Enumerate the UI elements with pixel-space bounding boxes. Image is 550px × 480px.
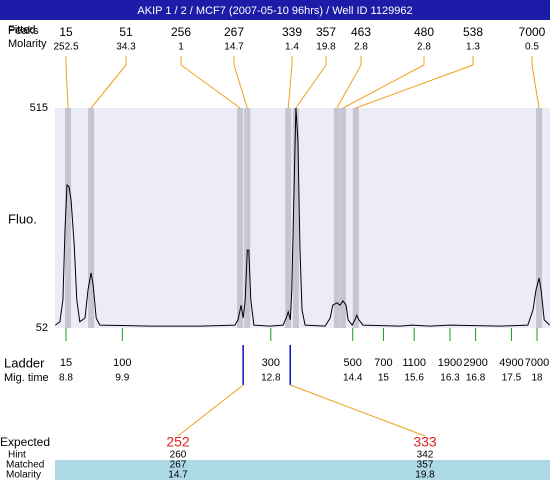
peak-band [65, 108, 72, 328]
ladder-time: 15 [378, 373, 390, 384]
peak-molarity: 2.8 [417, 42, 431, 53]
peak-molarity: 34.3 [116, 42, 136, 53]
row-label: Matched [6, 460, 44, 471]
peak-molarity: 1.4 [285, 42, 299, 53]
ladder-time: 9.9 [115, 373, 129, 384]
peak-size: 538 [463, 25, 483, 39]
peak-size: 463 [351, 25, 371, 39]
ladder-time: 16.3 [440, 373, 460, 384]
ladder-size: 100 [113, 357, 131, 369]
peak-band [285, 108, 292, 328]
peak-molarity: 14.7 [224, 42, 244, 53]
peak-connector [531, 64, 540, 109]
peak-connector [90, 64, 127, 109]
peak-band [333, 108, 340, 328]
peak-connector [336, 64, 362, 109]
peak-band [339, 108, 346, 328]
expected-connector [177, 384, 244, 437]
matched: 357 [417, 460, 434, 471]
ladder-time: 17.5 [502, 373, 522, 384]
ladder-size: 500 [344, 357, 362, 369]
plot-area [55, 108, 550, 328]
peak-size: 357 [316, 25, 336, 39]
row-label: Expected [0, 435, 50, 449]
peak-band [352, 108, 359, 328]
ladder-time: 14.4 [343, 373, 363, 384]
y-tick-label: 52 [36, 322, 48, 334]
row-label: Ladder [4, 355, 45, 370]
y-axis-label: Fluo. [8, 211, 37, 226]
hint: 342 [417, 450, 434, 461]
expected-molarity: 19.8 [415, 470, 435, 480]
row-label: Mig. time [4, 372, 49, 384]
row-label: Molarity [8, 38, 47, 50]
ladder-time: 15.6 [404, 373, 424, 384]
peak-connector [355, 64, 474, 109]
title: AKIP 1 / 2 / MCF7 (2007-05-10 96hrs) / W… [137, 5, 412, 17]
ladder-time: 12.8 [261, 373, 281, 384]
row-label: Fitted [8, 24, 36, 36]
peak-connector [65, 64, 69, 109]
peak-size: 51 [119, 25, 133, 39]
peak-connector [342, 64, 425, 109]
y-tick-label: 515 [30, 102, 48, 114]
expected-size: 333 [413, 434, 437, 450]
ladder-time: 8.8 [59, 373, 73, 384]
row-label: Hint [8, 450, 26, 461]
ladder-time: 18 [531, 373, 543, 384]
peak-molarity: 0.5 [525, 42, 539, 53]
ladder-size: 1100 [402, 357, 426, 369]
ladder-size: 1900 [438, 357, 462, 369]
ladder-size: 700 [374, 357, 392, 369]
peak-connector [233, 64, 248, 109]
ladder-size: 7000 [525, 357, 549, 369]
expected-connector [290, 384, 426, 437]
peak-size: 480 [414, 25, 434, 39]
peak-molarity: 1.3 [466, 42, 480, 53]
peak-molarity: 1 [178, 42, 184, 53]
hint: 260 [170, 450, 187, 461]
peak-band [292, 108, 299, 328]
peak-molarity: 19.8 [316, 42, 336, 53]
ladder-time: 16.8 [466, 373, 486, 384]
matched: 267 [170, 460, 187, 471]
peak-connector [180, 64, 241, 109]
peak-size: 267 [224, 25, 244, 39]
row-label: Molarity [6, 470, 41, 480]
peak-molarity: 252.5 [53, 42, 78, 53]
peak-size: 339 [282, 25, 302, 39]
expected-molarity: 14.7 [168, 470, 188, 480]
trace [55, 107, 550, 327]
ladder-size: 15 [60, 357, 72, 369]
peak-band [88, 108, 95, 328]
peak-size: 256 [171, 25, 191, 39]
matched-band [55, 460, 550, 480]
row-label: Peaks [8, 25, 39, 37]
peak-connector [295, 64, 327, 109]
peak-size: 15 [59, 25, 73, 39]
peak-band [237, 108, 244, 328]
ladder-size: 2900 [463, 357, 487, 369]
peak-molarity: 2.8 [354, 42, 368, 53]
ladder-size: 4900 [499, 357, 523, 369]
peak-size: 7000 [519, 25, 546, 39]
title-bar [0, 0, 550, 20]
ladder-size: 300 [262, 357, 280, 369]
expected-size: 252 [166, 434, 190, 450]
peak-band [536, 108, 543, 328]
peak-connector [287, 64, 293, 109]
peak-band [244, 108, 251, 328]
